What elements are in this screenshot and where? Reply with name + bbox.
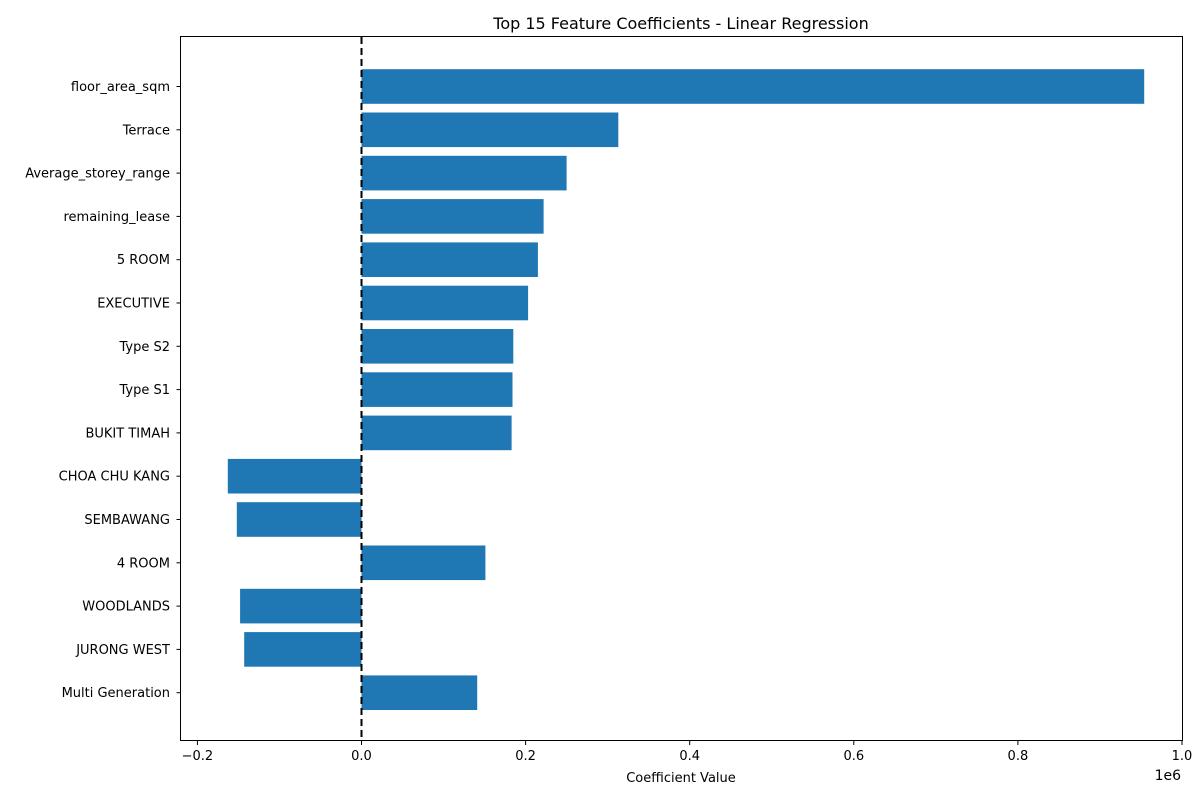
bar-type-s2 — [361, 329, 514, 364]
bar-type-s1 — [361, 372, 513, 407]
x-axis-label: Coefficient Value — [626, 771, 736, 786]
bar-woodlands — [240, 588, 362, 624]
x-tick-label: 0.8 — [1008, 749, 1029, 764]
bar-multi-generation — [361, 675, 478, 710]
y-tick-label: Multi Generation — [62, 686, 170, 701]
bar-jurong-west — [244, 632, 362, 667]
chart-title: Top 15 Feature Coefficients - Linear Reg… — [492, 14, 868, 33]
y-tick-label: EXECUTIVE — [97, 297, 170, 312]
y-tick-label: WOODLANDS — [82, 600, 170, 615]
y-tick-label: BUKIT TIMAH — [85, 426, 170, 441]
x-tick-label: 0.6 — [843, 749, 864, 764]
y-tick-label: Type S2 — [118, 340, 170, 355]
bar-remaining-lease — [361, 199, 544, 234]
y-tick-label: 4 ROOM — [117, 556, 170, 571]
y-tick-label: 5 ROOM — [117, 253, 170, 268]
x-tick-label: 0.0 — [351, 749, 372, 764]
bar-floor-area-sqm — [361, 69, 1145, 104]
y-tick-label: CHOA CHU KANG — [59, 470, 170, 485]
y-tick-label: SEMBAWANG — [84, 513, 170, 528]
y-tick-label: JURONG WEST — [75, 643, 170, 658]
y-tick-label: Average_storey_range — [25, 167, 170, 182]
y-tick-label: Terrace — [122, 123, 170, 138]
y-tick-label: Type S1 — [118, 383, 170, 398]
x-tick-label: 0.4 — [679, 749, 700, 764]
bar-terrace — [361, 112, 619, 148]
bars-layer — [227, 69, 1145, 710]
y-tick-label: remaining_lease — [64, 210, 171, 225]
bar-4-room — [361, 545, 486, 581]
plot-frame — [180, 36, 1183, 741]
bar-choa-chu-kang — [227, 458, 362, 494]
bar-sembawang — [236, 502, 362, 537]
x-tick-label: −0.2 — [182, 749, 214, 764]
x-tick-label: 1.0 — [1172, 749, 1193, 764]
y-axis: floor_area_sqm Terrace Average_storey_rang… — [25, 80, 181, 701]
x-axis: −0.2 0.0 0.2 0.4 0.6 0.8 1.0 — [182, 740, 1193, 764]
bar-average-storey-range — [361, 155, 567, 191]
x-axis-offset-label: 1e6 — [1155, 768, 1182, 784]
bar-bukit-timah — [361, 415, 512, 451]
y-tick-label: floor_area_sqm — [71, 80, 170, 95]
bar-5-room — [361, 242, 538, 277]
x-tick-label: 0.2 — [515, 749, 536, 764]
bar-executive — [361, 285, 529, 321]
